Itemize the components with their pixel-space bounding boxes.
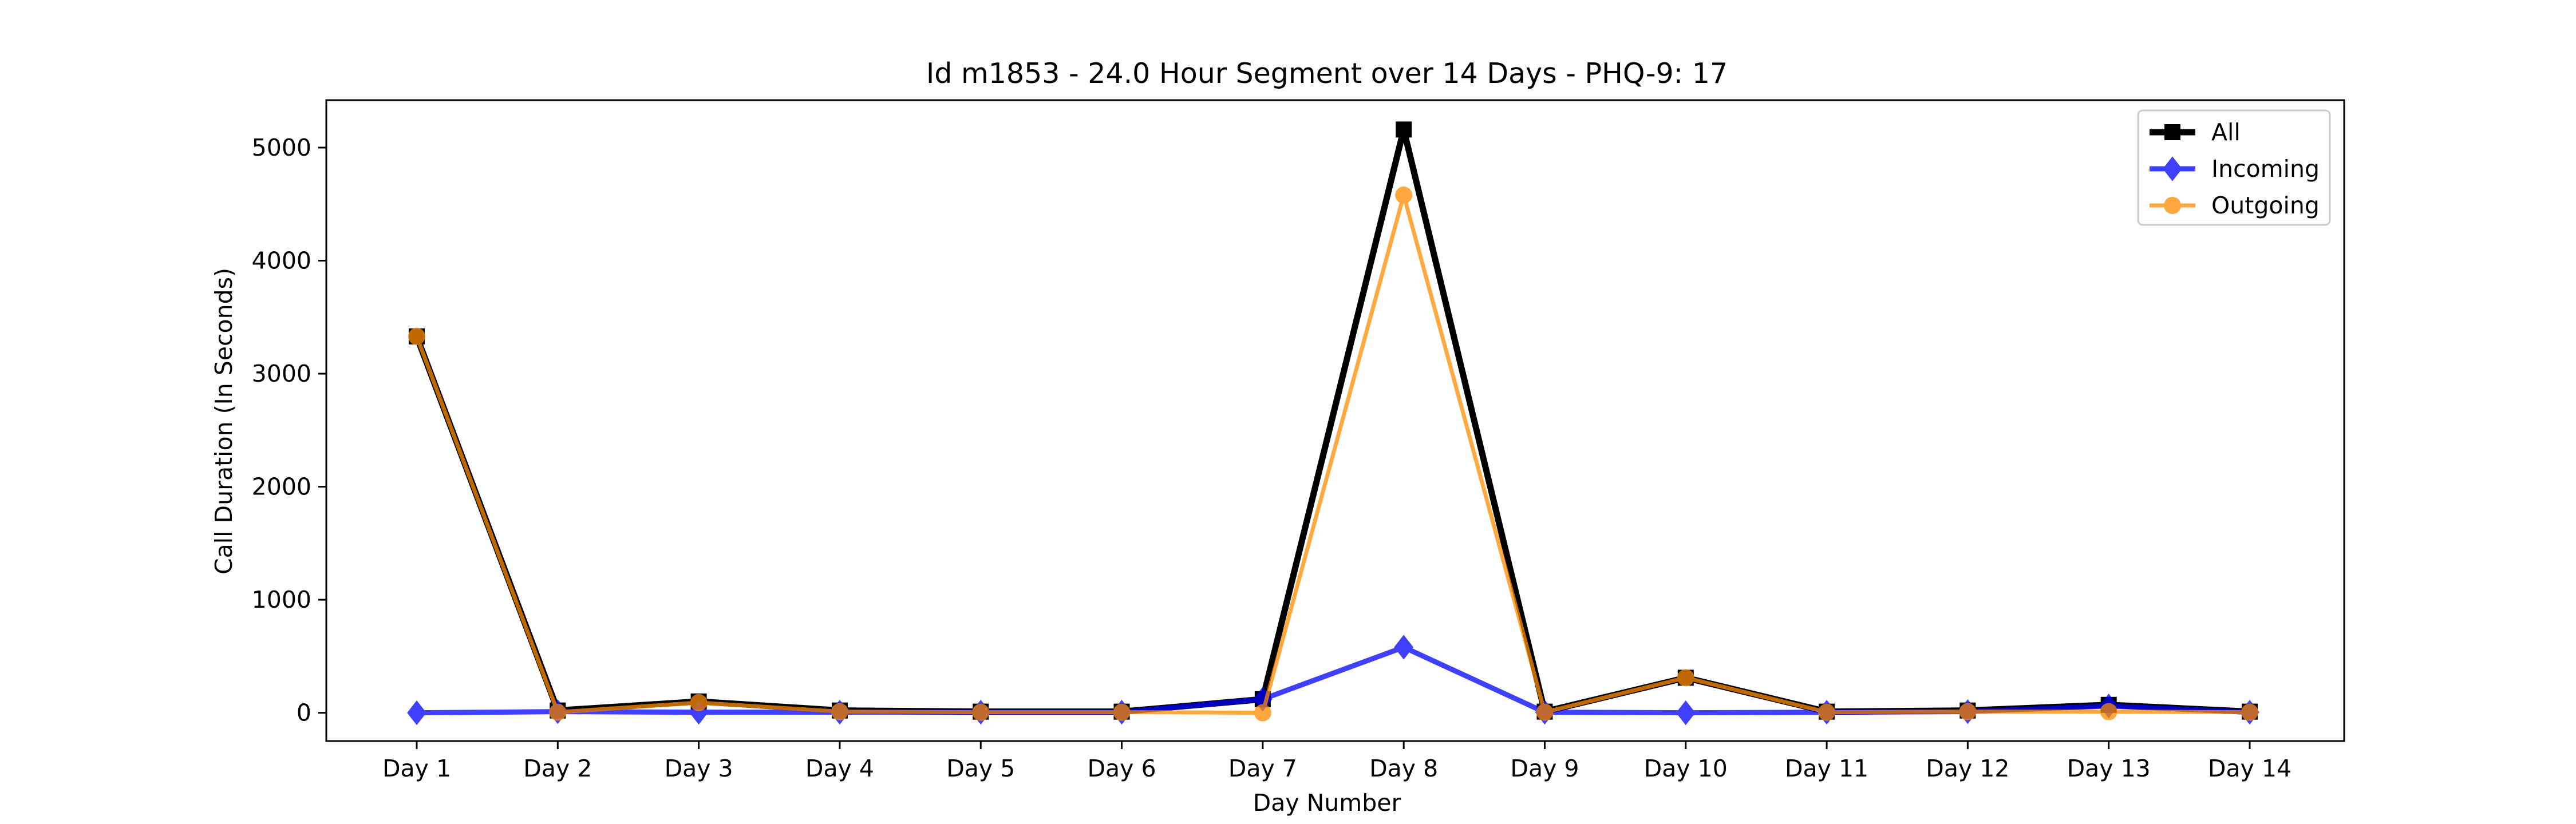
chart-title: Id m1853 - 24.0 Hour Segment over 14 Day…: [926, 57, 1728, 90]
legend-marker: [2163, 156, 2182, 181]
legend-label: Incoming: [2211, 155, 2320, 183]
y-tick-label: 4000: [252, 247, 311, 274]
x-tick-label: Day 2: [523, 755, 592, 782]
x-axis-label: Day Number: [1253, 789, 1401, 817]
legend-item-outgoing: [2150, 197, 2195, 214]
y-axis-label: Call Duration (In Seconds): [210, 268, 238, 575]
legend: All Incoming Outgoing: [2137, 109, 2331, 226]
legend-label: Outgoing: [2211, 192, 2320, 219]
x-tick-label: Day 13: [2067, 755, 2151, 782]
series-outgoing: [408, 186, 2258, 722]
data-point-outgoing: [1677, 669, 1694, 687]
x-tick-label: Day 3: [665, 755, 733, 782]
data-point-incoming: [1394, 635, 1414, 660]
data-point-outgoing: [1395, 186, 1413, 204]
data-point-outgoing: [690, 694, 708, 711]
data-point-outgoing: [408, 327, 425, 345]
x-tick-label: Day 6: [1087, 755, 1156, 782]
plot-background: [326, 100, 2344, 741]
x-tick-label: Day 1: [382, 755, 451, 782]
data-point-outgoing: [1254, 704, 1271, 722]
data-point-outgoing: [831, 703, 848, 720]
series-line-outgoing: [414, 193, 2250, 715]
series-layer: [407, 121, 2259, 726]
y-tick-label: 3000: [252, 360, 311, 387]
plot-area: [326, 100, 2344, 741]
x-tick-label: Day 4: [805, 755, 874, 782]
legend-marker: [2164, 124, 2180, 140]
data-point-incoming: [407, 700, 426, 726]
y-tick-label: 1000: [252, 586, 311, 613]
data-point-outgoing: [2100, 703, 2117, 720]
x-tick-label: Day 7: [1228, 755, 1297, 782]
y-tick-label: 5000: [252, 134, 311, 161]
data-point-outgoing: [549, 703, 567, 721]
data-point-all: [1396, 121, 1412, 138]
data-point-outgoing: [972, 703, 990, 721]
x-tick-label: Day 5: [946, 755, 1015, 782]
x-tick-label: Day 12: [1926, 755, 2009, 782]
data-point-incoming: [1676, 700, 1696, 726]
legend-marker: [2164, 197, 2181, 214]
data-point-outgoing: [1818, 703, 1836, 721]
y-tick-label: 2000: [252, 473, 311, 501]
x-tick-label: Day 14: [2208, 755, 2291, 782]
x-tick-label: Day 8: [1369, 755, 1438, 782]
y-tick-label: 0: [297, 699, 311, 727]
x-tick-label: Day 9: [1510, 755, 1579, 782]
y-axis: 0 1000 2000 3000 4000 5000: [252, 134, 326, 727]
data-point-outgoing: [1113, 703, 1131, 721]
x-axis: Day 1 Day 2 Day 3 Day 4 Day 5 Day 6 Day 7 Day 8…: [382, 741, 2291, 782]
legend-item-all: [2150, 124, 2195, 140]
legend-box: [2137, 109, 2331, 226]
data-point-outgoing: [2241, 703, 2258, 721]
x-tick-label: Day 11: [1785, 755, 1868, 782]
legend-label: All: [2211, 118, 2241, 146]
data-point-outgoing: [1536, 703, 1554, 721]
data-point-outgoing: [1959, 703, 1977, 720]
legend-item-incoming: [2150, 156, 2195, 181]
plot-frame: [325, 99, 2345, 742]
x-tick-label: Day 10: [1644, 755, 1728, 782]
